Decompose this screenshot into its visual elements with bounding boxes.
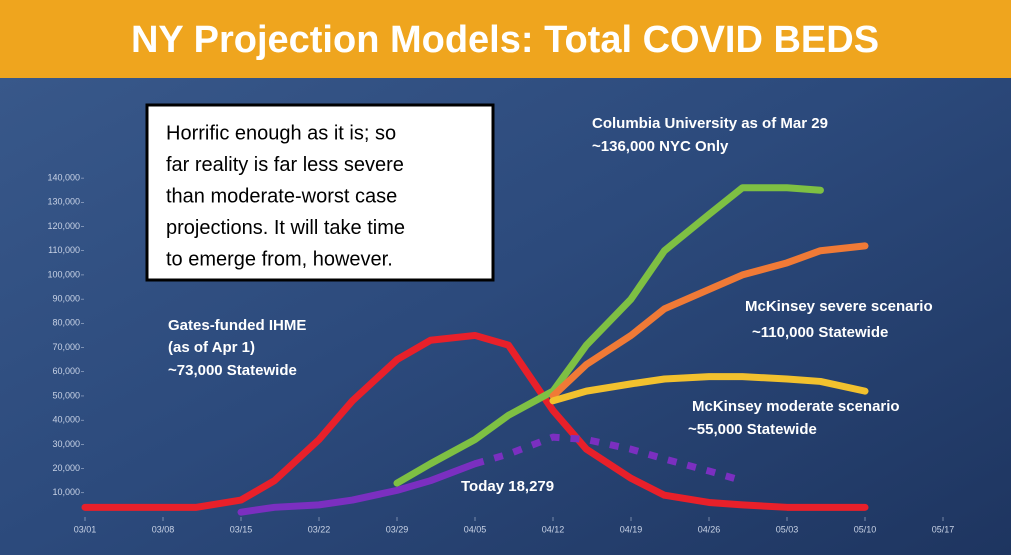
x-tick-label: 04/05 (464, 524, 487, 534)
x-tick-label: 03/15 (230, 524, 253, 534)
note-line: than moderate-worst case (166, 185, 397, 207)
x-tick-label: 05/03 (776, 524, 799, 534)
y-tick-label: 130,000 (47, 197, 80, 207)
y-tick-label: 120,000 (47, 221, 80, 231)
y-tick-label: 20,000 (52, 463, 80, 473)
y-tick-label: 40,000 (52, 415, 80, 425)
annotation: ~55,000 Statewide (688, 421, 817, 438)
annotation: ~110,000 Statewide (752, 324, 888, 341)
series-line (549, 373, 869, 405)
series-line (81, 331, 869, 511)
x-tick-label: 05/10 (854, 524, 877, 534)
y-tick-label: 90,000 (52, 294, 80, 304)
chart-title: NY Projection Models: Total COVID BEDS (131, 19, 879, 61)
x-tick-label: 04/26 (698, 524, 721, 534)
x-tick-label: 04/12 (542, 524, 565, 534)
y-tick-label: 80,000 (52, 318, 80, 328)
note-line: to emerge from, however. (166, 248, 393, 270)
annotation: (as of Apr 1) (168, 339, 255, 356)
x-tick-label: 03/22 (308, 524, 331, 534)
x-tick-label: 03/29 (386, 524, 409, 534)
annotation: Columbia University as of Mar 29 (592, 115, 828, 132)
series-line (549, 242, 869, 400)
x-tick-label: 03/08 (152, 524, 175, 534)
annotation: McKinsey moderate scenario (692, 398, 900, 415)
annotation: Today 18,279 (461, 478, 554, 495)
note-line: far reality is far less severe (166, 154, 404, 176)
y-tick-label: 70,000 (52, 342, 80, 352)
note-box (145, 103, 495, 282)
annotation: ~136,000 NYC Only (592, 138, 729, 155)
y-tick-label: 140,000 (47, 172, 80, 182)
x-tick-label: 05/17 (932, 524, 955, 534)
y-tick-label: 100,000 (47, 269, 80, 279)
series-line (237, 460, 479, 516)
y-tick-label: 60,000 (52, 366, 80, 376)
note-line: Horrific enough as it is; so (166, 122, 396, 144)
y-tick-label: 50,000 (52, 390, 80, 400)
y-tick-label: 30,000 (52, 439, 80, 449)
note-line: projections. It will take time (166, 217, 405, 239)
annotation: Gates-funded IHME (168, 317, 306, 334)
title-bar (0, 0, 1011, 78)
y-tick-label: 110,000 (48, 245, 80, 255)
series-line (393, 184, 824, 487)
annotation: McKinsey severe scenario (745, 298, 933, 315)
x-tick-label: 04/19 (620, 524, 643, 534)
y-tick-label: 10,000 (52, 487, 80, 497)
x-tick-label: 03/01 (74, 524, 97, 534)
series-line (474, 433, 744, 485)
annotation: ~73,000 Statewide (168, 362, 297, 379)
